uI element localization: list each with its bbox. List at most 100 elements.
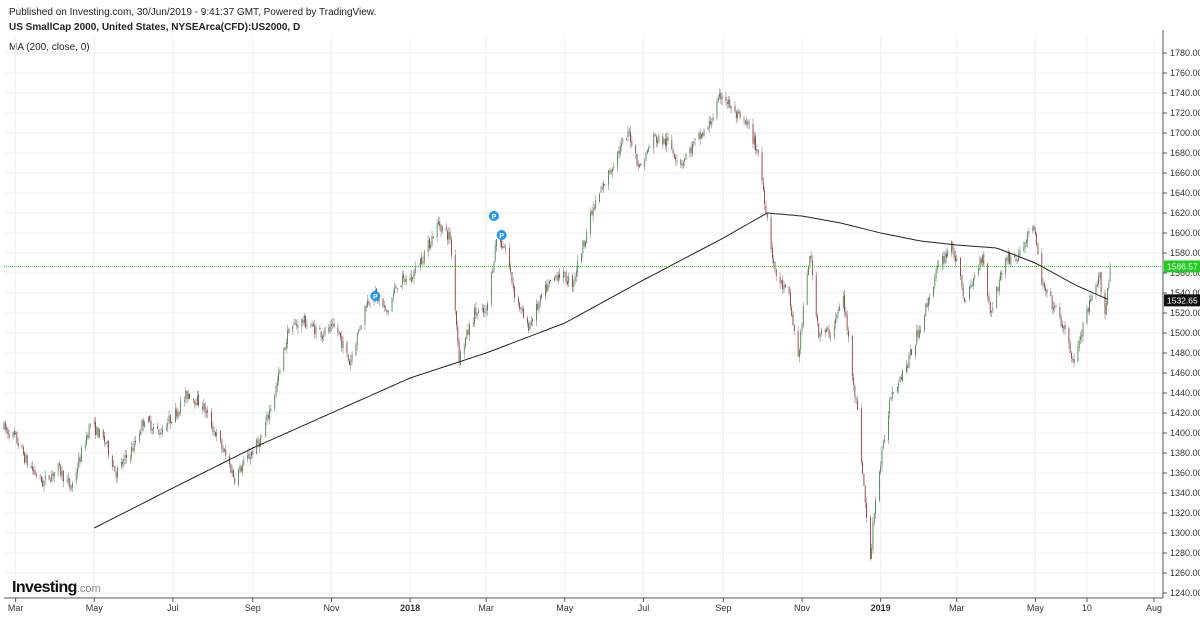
candle-body — [502, 245, 504, 249]
candle-body — [224, 449, 225, 451]
candle-body — [547, 284, 549, 291]
candle-body — [215, 432, 216, 437]
candle-body — [683, 162, 684, 165]
candle-body — [360, 325, 362, 330]
indicator-legend[interactable]: MA (200, close, 0) — [9, 42, 90, 53]
candle-body — [88, 424, 90, 439]
candle-body — [48, 475, 50, 480]
candle-body — [712, 117, 714, 121]
candle-body — [341, 336, 343, 348]
candle-body — [982, 255, 983, 263]
y-tick-label: 1340.00 — [1170, 488, 1200, 498]
y-tick-label: 1540.00 — [1170, 288, 1200, 298]
candle-body — [386, 309, 388, 313]
candle-body — [992, 307, 994, 311]
candle-body — [666, 138, 668, 147]
candle-body — [772, 247, 773, 259]
candle-body — [387, 310, 389, 313]
candle-body — [15, 433, 16, 435]
candle-body — [30, 466, 32, 468]
candle-body — [503, 246, 505, 248]
candle-body — [648, 148, 649, 152]
candle-body — [684, 158, 686, 162]
candle-body — [1054, 306, 1056, 308]
candle-body — [528, 323, 530, 331]
candle-body — [346, 342, 348, 353]
candle-body — [203, 403, 205, 410]
candle-body — [494, 244, 496, 262]
candle-body — [34, 469, 36, 475]
candle-body — [862, 462, 863, 474]
candle-body — [320, 331, 322, 338]
y-tick-label: 1240.00 — [1170, 588, 1200, 598]
candle-body — [278, 372, 279, 382]
candle-body — [1105, 303, 1107, 315]
candle-body — [799, 350, 800, 358]
candle-body — [365, 306, 367, 308]
candle-body — [997, 287, 999, 291]
candle-body — [626, 138, 628, 141]
candle-body — [496, 239, 497, 247]
candle-body — [989, 301, 991, 313]
candle-body — [96, 426, 98, 435]
candle-body — [1087, 308, 1089, 312]
candle-body — [790, 292, 791, 306]
candle-body — [637, 164, 639, 166]
candle-body — [639, 164, 640, 168]
candle-body — [902, 371, 903, 381]
candle-body — [685, 154, 687, 160]
x-tick-label: Aug — [1146, 603, 1162, 613]
x-tick-label: Nov — [794, 603, 811, 613]
candle-body — [676, 160, 678, 162]
candle-body — [293, 322, 295, 326]
candle-body — [871, 548, 872, 559]
candle-body — [613, 166, 615, 168]
candle-body — [1068, 328, 1070, 343]
candle-body — [340, 332, 341, 338]
candle-body — [947, 251, 949, 257]
candle-body — [884, 439, 885, 441]
candle-body — [267, 415, 269, 419]
candle-body — [1001, 272, 1003, 275]
candle-body — [907, 365, 909, 368]
candle-body — [505, 247, 506, 249]
candle-body — [899, 377, 901, 383]
candle-body — [815, 275, 817, 316]
x-tick-label: Jul — [638, 603, 650, 613]
candle-body — [69, 478, 71, 487]
candle-body — [234, 477, 236, 484]
candle-body — [133, 441, 135, 450]
candle-body — [421, 257, 423, 264]
candle-body — [476, 312, 478, 317]
candle-body — [1082, 323, 1084, 337]
candle-body — [457, 326, 459, 343]
candle-body — [734, 105, 736, 112]
y-tick-label: 1620.00 — [1170, 208, 1200, 218]
candle-body — [270, 408, 272, 411]
candle-body — [631, 141, 633, 146]
candle-body — [920, 329, 921, 332]
candle-body — [612, 168, 613, 172]
candle-body — [206, 411, 207, 413]
candle-body — [933, 286, 934, 296]
candle-body — [230, 464, 232, 473]
candle-body — [792, 314, 794, 326]
candle-body — [436, 223, 438, 238]
candle-body — [909, 349, 911, 355]
candle-body — [197, 395, 198, 406]
candle-body — [1078, 340, 1080, 348]
candle-body — [830, 336, 831, 338]
candle-body — [342, 341, 344, 348]
candle-body — [319, 328, 321, 331]
candle-body — [144, 422, 145, 428]
candle-body — [1104, 293, 1106, 315]
candle-body — [1007, 252, 1009, 262]
candle-body — [333, 323, 335, 328]
candle-body — [720, 92, 722, 100]
candle-body — [898, 383, 900, 388]
candle-body — [672, 149, 674, 154]
candle-body — [702, 132, 704, 136]
candle-body — [301, 318, 303, 328]
candle-body — [120, 461, 122, 467]
